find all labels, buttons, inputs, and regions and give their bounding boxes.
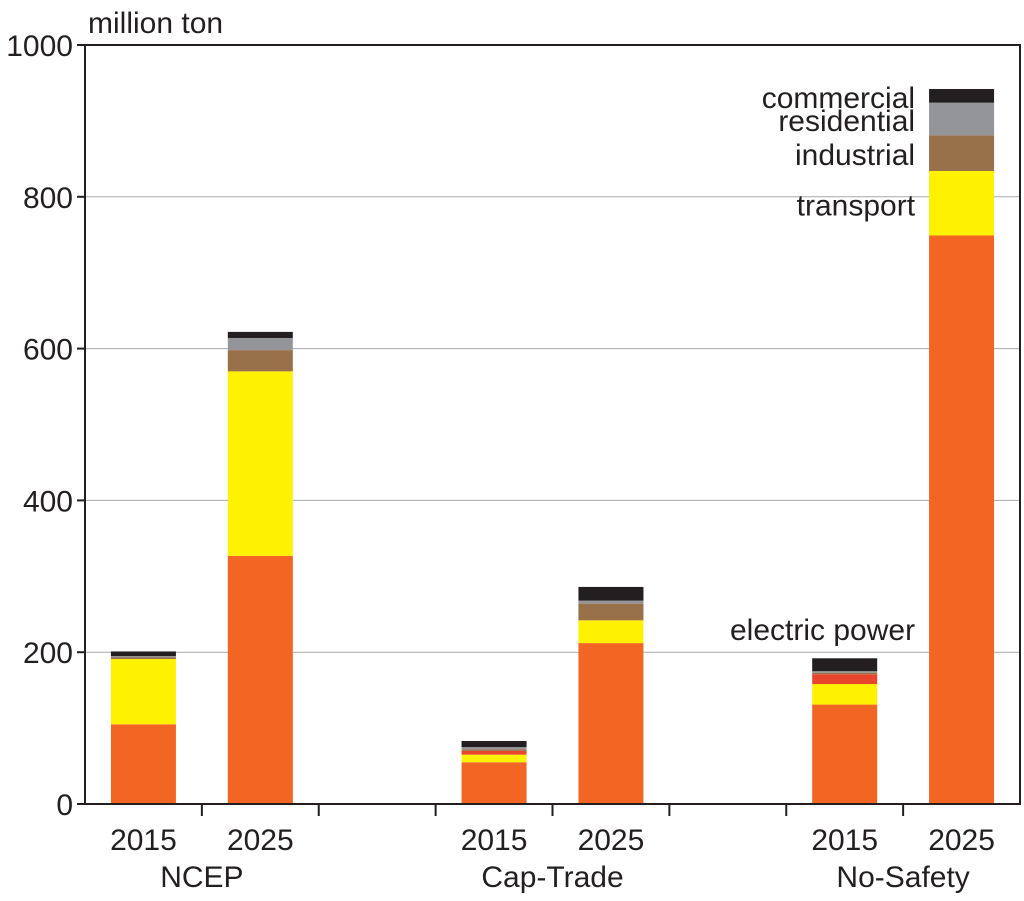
bar-segment: [227, 555, 293, 804]
bar-segment: [227, 331, 293, 338]
y-tick-label: 400: [23, 485, 73, 518]
bar-segment: [578, 586, 644, 601]
x-category-label: 2015: [110, 824, 177, 857]
bar-layer: [110, 89, 995, 804]
bar-segment: [812, 671, 878, 673]
y-tick-label: 800: [23, 182, 73, 215]
series-label: industrial: [795, 139, 915, 172]
x-category-label: 2025: [578, 824, 645, 857]
bar-segment: [461, 762, 527, 804]
bar-segment: [110, 657, 176, 660]
bar-segment: [461, 749, 527, 751]
y-tick-label: 600: [23, 334, 73, 367]
bar-segment: [929, 135, 995, 171]
bar-segment: [227, 371, 293, 556]
x-group-label: Cap-Trade: [481, 861, 623, 894]
bar-segment: [227, 337, 293, 351]
bar-segment: [461, 741, 527, 748]
bar-segment: [929, 89, 995, 103]
grid-layer: [85, 196, 1020, 653]
bar-segment: [578, 600, 644, 604]
series-label: transport: [797, 189, 916, 222]
bar-segment: [578, 643, 644, 804]
axis-layer: 0 200 400 600 800 1000 2015 2025 2015 2025 2015 202…: [6, 30, 995, 894]
bar-segment: [812, 658, 878, 672]
bar-segment: [110, 655, 176, 658]
x-group-label: No-Safety: [836, 861, 969, 894]
series-label: electric power: [730, 614, 915, 647]
bar-segment: [812, 684, 878, 705]
bar-segment: [812, 674, 878, 685]
x-category-label: 2015: [461, 824, 528, 857]
bar-segment: [461, 747, 527, 750]
bar-segment: [929, 235, 995, 804]
series-label: commercial: [762, 82, 915, 115]
bar-segment: [812, 704, 878, 804]
bar-segment: [461, 750, 527, 755]
bar-segment: [110, 659, 176, 725]
bar-segment: [461, 754, 527, 763]
y-tick-label: 200: [23, 637, 73, 670]
bar-segment: [929, 170, 995, 236]
x-category-label: 2025: [928, 824, 995, 857]
y-unit-label: million ton: [88, 7, 223, 40]
y-tick-label: 0: [56, 789, 73, 822]
bar-segment: [578, 603, 644, 621]
y-tick-label: 1000: [6, 30, 73, 63]
bar-segment: [929, 102, 995, 136]
x-category-label: 2025: [227, 824, 294, 857]
series-label: residential: [778, 105, 915, 138]
bar-segment: [578, 620, 644, 644]
series-labels: electric power transport industrialresiden…: [730, 82, 916, 647]
bar-segment: [110, 724, 176, 804]
x-group-label: NCEP: [160, 861, 243, 894]
x-category-label: 2015: [811, 824, 878, 857]
bar-segment: [812, 672, 878, 675]
bar-segment: [110, 651, 176, 656]
bar-segment: [227, 350, 293, 372]
